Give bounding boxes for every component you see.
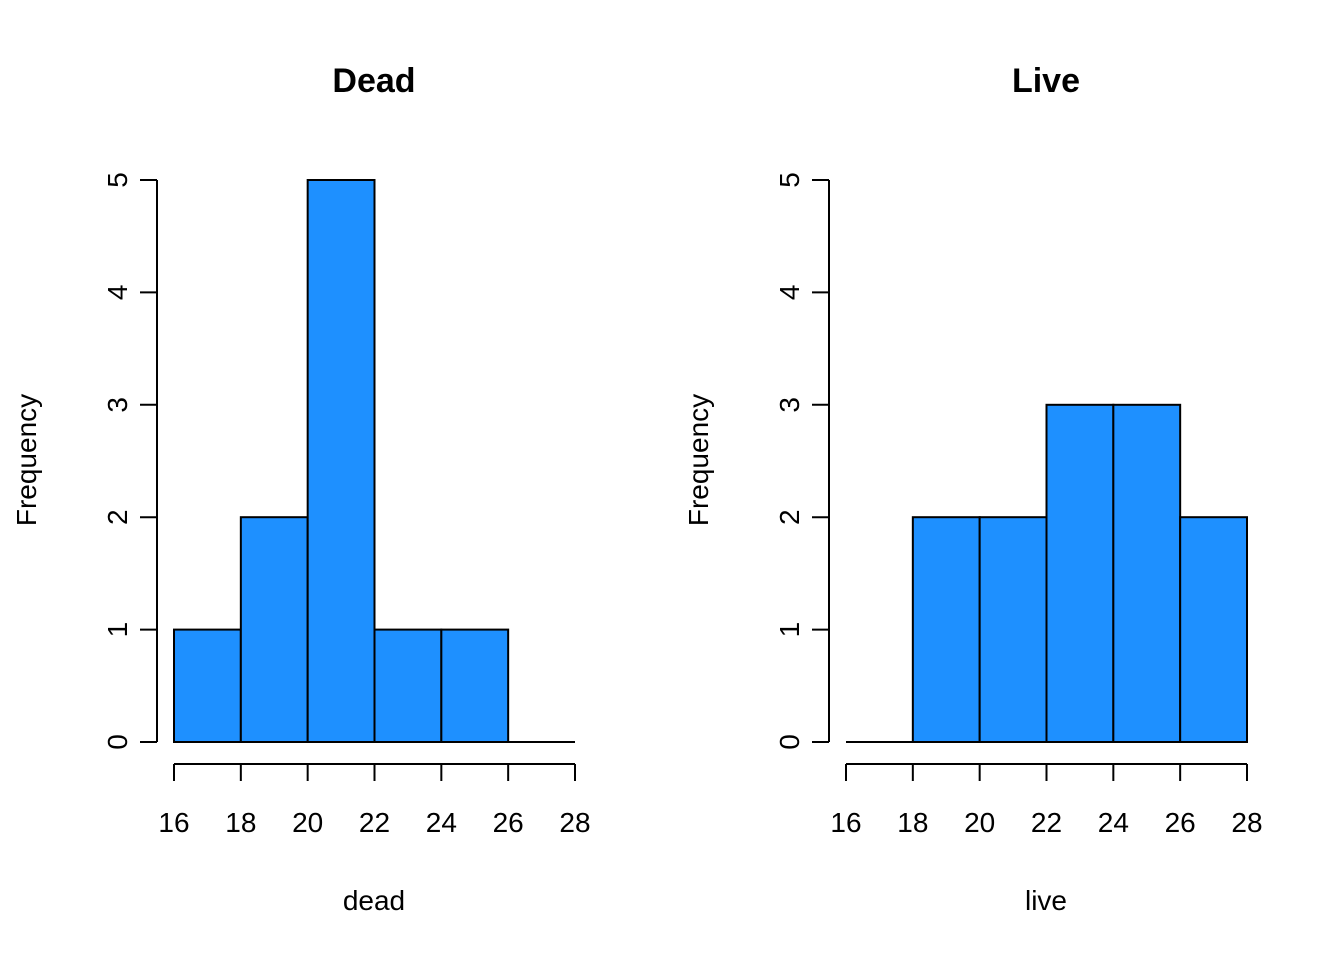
histogram-bar [306,179,376,743]
bar-group [173,179,575,744]
x-axis: 16 18 20 22 24 26 28 [158,763,591,838]
histogram-bar [1179,516,1248,744]
dead-histogram-panel: Dead dead Frequency 0 1 2 3 4 5 16 18 20 22 24 26 2… [11,62,591,916]
x-tick-label: 18 [225,807,256,838]
y-tick-label: 3 [774,397,805,413]
y-axis: 0 1 2 3 4 5 [102,172,158,750]
y-tick-label: 1 [774,622,805,638]
y-tick-label: 2 [102,509,133,525]
chart-title: Live [1012,62,1080,100]
histogram-bar [440,628,510,743]
histogram-bar [1112,403,1182,743]
y-tick-label: 1 [102,622,133,638]
y-tick-label: 0 [774,734,805,750]
x-tick-label: 22 [1031,807,1062,838]
y-axis: 0 1 2 3 4 5 [774,172,830,750]
x-tick-label: 28 [1231,807,1262,838]
x-tick-label: 16 [830,807,861,838]
x-axis-label: dead [343,885,405,916]
x-tick-label: 28 [559,807,590,838]
histogram-bar [978,516,1048,744]
x-tick-label: 18 [897,807,928,838]
histogram-bar [239,516,309,744]
x-axis-label: live [1025,885,1067,916]
chart-title: Dead [332,62,415,100]
x-tick-label: 26 [1165,807,1196,838]
x-tick-label: 26 [493,807,524,838]
x-tick-label: 16 [158,807,189,838]
histogram-bar [911,516,981,744]
y-tick-label: 4 [774,285,805,301]
y-axis-label: Frequency [11,394,42,526]
x-tick-label: 22 [359,807,390,838]
histogram-bar [1045,403,1115,743]
y-tick-label: 5 [774,172,805,188]
x-axis: 16 18 20 22 24 26 28 [830,763,1263,838]
x-tick-label: 20 [292,807,323,838]
y-tick-label: 4 [102,285,133,301]
y-tick-label: 2 [774,509,805,525]
y-tick-label: 0 [102,734,133,750]
x-tick-label: 24 [426,807,457,838]
y-axis-label: Frequency [683,394,714,526]
histogram-bar [373,628,443,743]
y-tick-label: 5 [102,172,133,188]
x-tick-label: 20 [964,807,995,838]
live-histogram-panel: Live live Frequency 0 1 2 3 4 5 16 18 20 22 24 26 2… [683,62,1263,916]
bar-group [846,403,1248,744]
y-tick-label: 3 [102,397,133,413]
histogram-bar [173,628,242,743]
x-tick-label: 24 [1098,807,1129,838]
